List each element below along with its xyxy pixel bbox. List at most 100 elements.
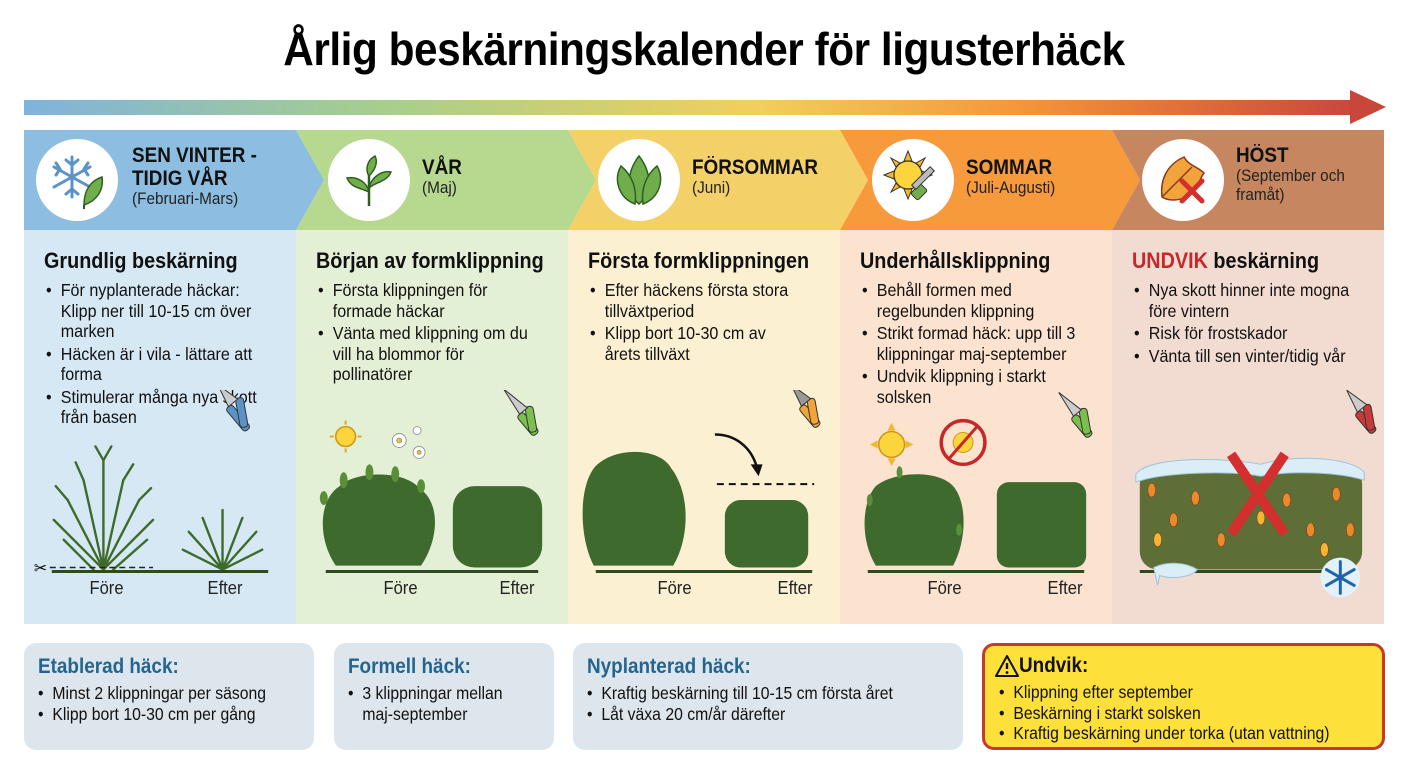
bullet: Första klippningen för formade häckar [318,280,520,321]
season-name: FÖRSOMMAR [692,156,818,179]
before-after-illustration [319,390,543,574]
season-bullets: Nya skott hinner inte mogna före vintern… [1134,280,1384,368]
season-name: SOMMAR [966,156,1053,179]
season-header-late-winter: SEN VINTER - TIDIG VÅR (Februari-Mars) [24,130,324,230]
before-label: Före [657,578,692,598]
season-header-early-summer: FÖRSOMMAR (Juni) [568,130,868,230]
season-name: VÅR [422,156,462,179]
autumn-leaf-cross-icon [1142,139,1224,221]
season-header-autumn: HÖST (September och framåt) [1112,130,1384,230]
season-months: (Juni) [692,178,731,198]
after-label: Efter [207,578,243,598]
season-bullets: För nyplanterade häckar: Klipp ner till … [46,280,296,430]
card-bullets: Kraftig beskärning till 10-15 cm första … [587,683,927,725]
season-bullets: Första klippningen för formade häckar Vä… [318,280,568,387]
hedge-shears-green-icon [503,390,539,436]
after-label: Efter [499,578,535,598]
bullet: Minst 2 klippningar per säsong [38,683,266,704]
card-bullets: Minst 2 klippningar per säsong Klipp bor… [38,683,291,725]
bullet: Undvik klippning i starkt solsken [862,366,1064,407]
bullet: Nya skott hinner inte mogna före vintern [1134,280,1364,321]
pruning-shears-orange-icon [790,390,821,428]
pruning-shears-blue-icon [217,390,250,432]
season-name: HÖST [1236,144,1289,167]
info-card-established-hedge: Etablerad häck: Minst 2 klippningar per … [24,643,314,750]
season-bullets: Behåll formen med regelbunden klippning … [862,280,1112,409]
sun-icon [869,422,914,467]
bullet: Klipp bort 10-30 cm av årets tillväxt [590,323,774,364]
card-bullets: Klippning efter september Beskärning i s… [999,682,1366,744]
bullet: För nyplanterade häckar: Klipp ner till … [46,280,267,342]
page-title: Årlig beskärningskalender för ligusterhä… [283,23,1125,75]
bullet: Kraftig beskärning under torka (utan vat… [999,723,1329,744]
warning-word: UNDVIK [1132,248,1208,273]
info-card-formal-hedge: Formell häck: 3 klippningar mellan maj-s… [334,643,554,750]
season-name: SEN VINTER - [132,144,257,167]
card-title: Undvik: [1019,654,1089,677]
season-heading: Början av formklippning [316,248,544,273]
bullet: Kraftig beskärning till 10-15 cm första … [587,683,893,704]
pruning-shears-red-icon [1346,390,1377,434]
bullet: Stimulerar många nya skott från basen [46,387,267,428]
warning-triangle-icon [995,655,1019,677]
bullet: Vänta med klippning om du vill ha blommo… [318,323,539,385]
season-panel-late-winter: Grundlig beskärning För nyplanterade häc… [24,230,296,624]
season-header-summer: SOMMAR (Juli-Augusti) [840,130,1140,230]
info-card-newly-planted-hedge: Nyplanterad häck: Kraftig beskärning til… [573,643,963,750]
bullet: Vänta till sen vinter/tidig vår [1134,346,1382,367]
before-label: Före [89,578,124,598]
season-months: (Juli-Augusti) [966,178,1056,198]
hedge-shears-green-icon [1058,391,1093,438]
season-heading: Underhållsklippning [860,248,1051,273]
season-months: (Maj) [422,178,457,198]
bullet-continuation: maj-september [362,704,468,724]
card-title: Formell häck: [348,655,471,678]
before-after-illustration [864,391,1093,574]
season-months: (Februari-Mars) [132,189,239,209]
after-label: Efter [777,578,813,598]
bullet: Klipp bort 10-30 cm per gång [38,704,266,725]
season-bullets: Efter häckens första stora tillväxtperio… [590,280,840,366]
season-name-line2: TIDIG VÅR [132,167,228,191]
season-heading: Första formklippningen [588,248,810,273]
season-headers: SEN VINTER - TIDIG VÅR (Februari-Mars) V… [24,130,1384,230]
season-details: Grundlig beskärning För nyplanterade häc… [24,230,1384,624]
no-pruning-illustration [1135,390,1377,598]
season-header-spring: VÅR (Maj) [296,130,596,230]
card-bullets: 3 klippningar mellan maj-september [348,683,520,725]
bullet: Efter häckens första stora tillväxtperio… [590,280,802,321]
card-title: Nyplanterad häck: [587,655,751,678]
season-panel-spring: Början av formklippning Första klippning… [296,230,568,624]
card-title: Etablerad häck: [38,655,179,678]
snowflake-leaf-icon [36,139,118,221]
season-months-line2: framåt) [1236,184,1285,204]
season-heading: Grundlig beskärning [44,248,238,273]
bullet: Häcken är i vila - lättare att forma [46,344,267,385]
before-label: Före [383,578,418,598]
bullet: Klippning efter september [999,682,1329,703]
bullet: Risk för frostskador [1134,323,1382,344]
bullet: 3 klippningar mellan [348,683,502,704]
season-panel-summer: Underhållsklippning Behåll formen med re… [840,230,1112,624]
before-label: Före [927,578,962,598]
sun-hedge-trimmer-icon [872,139,954,221]
scissors-icon: ✂ [34,561,47,578]
season-heading: UNDVIK beskärning [1132,248,1320,273]
snowflake-icon [1320,557,1361,598]
bullet: Strikt formad häck: upp till 3 klippning… [862,323,1083,364]
before-after-illustration: ✂ [34,390,269,578]
season-panel-autumn: UNDVIK beskärning Nya skott hinner inte … [1112,230,1384,624]
season-months: (September och [1236,166,1345,186]
sun-icon [329,420,362,453]
timeline-arrow-icon [24,90,1386,124]
sprout-icon [328,139,410,221]
bullet: Låt växa 20 cm/år därefter [587,704,893,725]
leafy-bush-icon [598,139,680,221]
after-label: Efter [1047,578,1083,598]
bullet: Behåll formen med regelbunden klippning [862,280,1046,321]
before-after-illustration [582,390,821,574]
warning-card-avoid: Undvik: Klippning efter september Beskär… [982,643,1385,750]
season-panel-early-summer: Första formklippningen Efter häckens för… [568,230,840,624]
bullet: Beskärning i starkt solsken [999,703,1329,724]
no-sun-icon [939,418,987,467]
